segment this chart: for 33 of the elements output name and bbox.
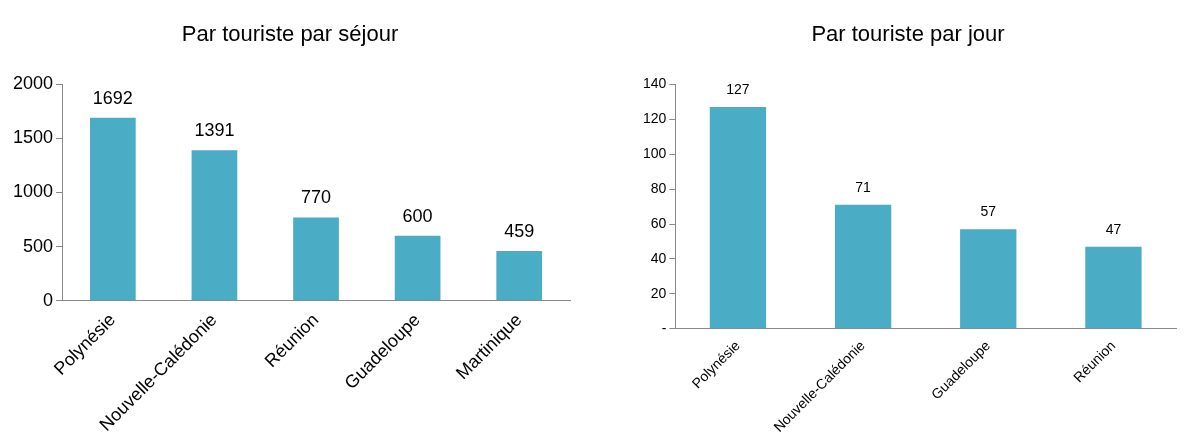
data-label: 57 [980, 203, 997, 220]
bar [834, 204, 892, 329]
y-tick-label: 1500 [13, 127, 54, 148]
y-tick-label: 120 [643, 110, 667, 127]
y-tick-label: 0 [43, 289, 54, 310]
bar [496, 251, 543, 301]
data-label: 47 [1105, 220, 1122, 237]
bar [709, 107, 767, 329]
y-tick-label: - [661, 319, 667, 336]
bar [89, 117, 136, 301]
data-label: 600 [402, 205, 433, 226]
data-label: 1692 [92, 87, 133, 108]
y-tick-label: 2000 [13, 73, 54, 94]
data-label: 770 [301, 187, 332, 208]
chart-title: Par touriste par jour [811, 21, 1005, 47]
bar [191, 150, 238, 301]
data-label: 459 [504, 220, 535, 241]
data-label: 1391 [194, 120, 235, 141]
bar [960, 229, 1017, 329]
data-label: 127 [726, 80, 750, 97]
y-tick-label: 100 [643, 145, 667, 162]
data-label: 71 [855, 178, 872, 195]
y-tick-label: 20 [650, 284, 667, 301]
y-tick-label: 500 [23, 235, 54, 256]
y-tick-label: 60 [650, 214, 667, 231]
y-tick-label: 80 [650, 179, 667, 196]
y-tick-label: 40 [650, 249, 667, 266]
bar [1085, 246, 1142, 329]
bar [394, 235, 441, 301]
y-tick-label: 1000 [13, 181, 54, 202]
chart-title: Par touriste par séjour [181, 21, 399, 47]
bar [293, 217, 339, 301]
y-tick-label: 140 [643, 75, 667, 92]
